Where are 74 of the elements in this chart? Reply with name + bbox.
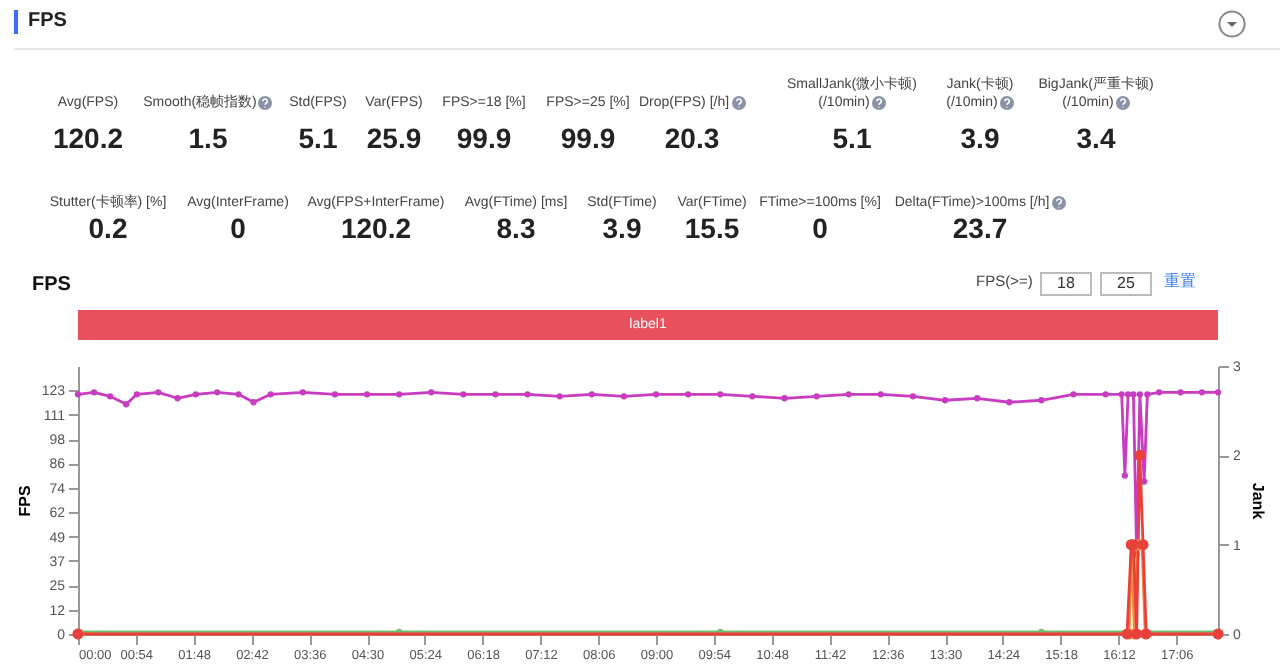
- text: FPS: [14, 10, 67, 34]
- point: [250, 399, 257, 406]
- point: [90, 389, 98, 396]
- point: [123, 401, 130, 408]
- point: [395, 391, 403, 398]
- point: [845, 391, 852, 398]
- point: [1144, 391, 1151, 398]
- point: [1134, 449, 1146, 461]
- point: [620, 393, 628, 400]
- point: [428, 389, 435, 396]
- text: 8.3: [494, 212, 538, 244]
- point: [1177, 389, 1184, 396]
- point: [133, 391, 141, 398]
- text: 3.9: [602, 212, 642, 244]
- point: [299, 389, 306, 396]
- point: [1214, 389, 1222, 396]
- point: [941, 397, 949, 404]
- y2-axis-title: Jank: [1248, 482, 1267, 521]
- text: 99.9: [456, 122, 512, 154]
- point: [556, 393, 563, 400]
- point: [877, 391, 884, 398]
- text: 120.2: [338, 212, 414, 244]
- text: 120.2: [50, 122, 126, 154]
- chart-title: FPS: [32, 274, 71, 296]
- point: [74, 391, 82, 398]
- point: [1124, 391, 1132, 398]
- text: 0: [228, 212, 248, 244]
- point: [331, 391, 339, 398]
- point: [267, 391, 274, 398]
- point: [973, 395, 981, 402]
- text: 99.9: [558, 122, 618, 154]
- point: [1070, 391, 1077, 398]
- text: 20.3: [662, 122, 722, 154]
- point: [684, 391, 692, 398]
- text: 重置: [1164, 270, 1196, 294]
- point: [1038, 397, 1045, 404]
- text: 25.9: [366, 122, 422, 154]
- point: [363, 391, 371, 398]
- point: [1118, 391, 1125, 398]
- point: [1198, 389, 1206, 396]
- text: 3.9: [958, 122, 1002, 154]
- point: [813, 393, 820, 400]
- point: [460, 391, 467, 398]
- text: 0.2: [86, 212, 130, 244]
- point: [909, 393, 917, 400]
- point: [1102, 391, 1109, 398]
- point: [588, 391, 595, 398]
- point: [235, 391, 242, 398]
- point: [749, 393, 756, 400]
- text: 3.4: [1074, 122, 1118, 154]
- text: 15.5: [684, 212, 740, 244]
- point: [1130, 391, 1137, 398]
- point: [213, 389, 221, 396]
- point: [781, 395, 788, 402]
- point: [1006, 399, 1013, 406]
- point: [524, 391, 531, 398]
- text: 5.1: [830, 122, 874, 154]
- point: [174, 395, 181, 402]
- text: 23.7: [950, 212, 1010, 244]
- point: [717, 391, 724, 398]
- point: [155, 389, 162, 396]
- point: [652, 391, 660, 398]
- text: 1.5: [186, 122, 230, 154]
- text: 18: [1040, 272, 1092, 296]
- point: [492, 391, 499, 398]
- point: [106, 393, 114, 400]
- point: [1121, 472, 1129, 479]
- text: 25: [1100, 272, 1152, 296]
- point: [1155, 389, 1163, 396]
- y-axis-title: FPS: [15, 484, 34, 517]
- text: 5.1: [298, 122, 338, 154]
- text: 0: [810, 212, 830, 244]
- point: [192, 391, 199, 398]
- point: [1136, 391, 1144, 398]
